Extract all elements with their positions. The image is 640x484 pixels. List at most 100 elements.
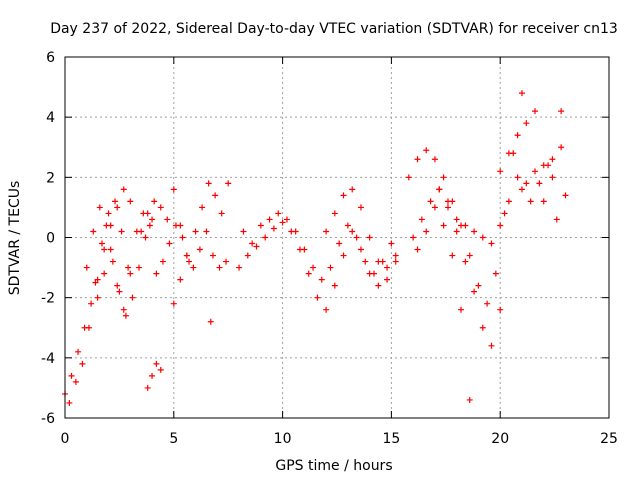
data-point [114,282,121,289]
series-arc-15 [414,204,473,403]
data-point [527,198,534,205]
data-point [103,222,110,229]
data-point [68,372,75,379]
data-point [199,204,206,211]
chart-title: Day 237 of 2022, Sidereal Day-to-day VTE… [50,21,618,37]
data-point [212,192,219,199]
axis-ticks: 0 5 10 15 20 25 -6 -4 -2 0 2 4 6 [41,50,618,447]
data-point [532,108,539,115]
data-point [392,252,399,259]
y-tick-label: 4 [46,110,55,126]
data-point [314,294,321,301]
data-point [340,192,347,199]
data-point [471,288,478,295]
data-point [301,246,308,253]
data-point [492,270,499,277]
data-point [357,246,364,253]
data-point [479,234,486,241]
data-point [384,276,391,283]
data-point [405,174,412,181]
y-tick-label: -4 [41,351,55,367]
data-point [310,264,317,271]
data-point [497,306,504,313]
data-point [505,150,512,157]
data-point [305,270,312,277]
data-point [283,216,290,223]
data-point [257,222,264,229]
data-point [262,234,269,241]
data-point [142,234,149,241]
data-point [223,258,230,265]
data-point [440,222,447,229]
series-arc-5 [138,186,190,259]
data-point [431,156,438,163]
data-point [414,156,421,163]
data-point [266,216,273,223]
data-point [488,240,495,247]
data-point [153,360,160,367]
data-point [207,318,214,325]
data-point [186,258,193,265]
data-point [249,240,256,247]
data-point [340,252,347,259]
data-point [172,222,179,229]
data-point [453,216,460,223]
data-point [107,246,114,253]
data-point [209,252,216,259]
data-point [216,264,223,271]
x-tick-label: 15 [382,431,400,447]
data-point [357,204,364,211]
data-point [484,300,491,307]
data-point [190,264,197,271]
data-point [349,228,356,235]
data-point [375,282,382,289]
data-point [479,324,486,331]
data-point [440,174,447,181]
data-point [179,234,186,241]
data-point [101,246,108,253]
data-point [149,216,156,223]
data-point [540,198,547,205]
data-point [558,144,565,151]
data-point [112,198,119,205]
data-point [146,222,153,229]
series-arc-6 [144,360,164,391]
data-point [109,258,116,265]
data-point [375,258,382,265]
data-point [331,282,338,289]
data-point [423,147,430,154]
series-arc-1 [62,186,134,397]
data-point [475,282,482,289]
data-point [418,216,425,223]
data-point [94,294,101,301]
data-point [444,198,451,205]
y-tick-label: -6 [41,411,55,427]
data-point [85,324,92,331]
data-point [466,252,473,259]
y-tick-label: -2 [41,291,55,307]
data-point [453,228,460,235]
x-axis-label: GPS time / hours [275,458,392,474]
data-point [431,204,438,211]
data-point [427,198,434,205]
data-point [120,306,127,313]
data-point [553,216,560,223]
data-point [127,270,134,277]
data-point [192,228,199,235]
data-point [336,240,343,247]
series-arc-12 [323,186,399,283]
data-point [116,288,123,295]
data-point [203,228,210,235]
data-point [270,225,277,232]
series-arc-14 [410,186,504,349]
data-point [177,276,184,283]
x-tick-label: 10 [274,431,292,447]
data-point [157,366,164,373]
data-point [366,234,373,241]
data-point [120,186,127,193]
data-point [523,180,530,187]
series-arc-11 [240,210,395,283]
data-point [218,210,225,217]
data-point [362,258,369,265]
data-point [236,264,243,271]
